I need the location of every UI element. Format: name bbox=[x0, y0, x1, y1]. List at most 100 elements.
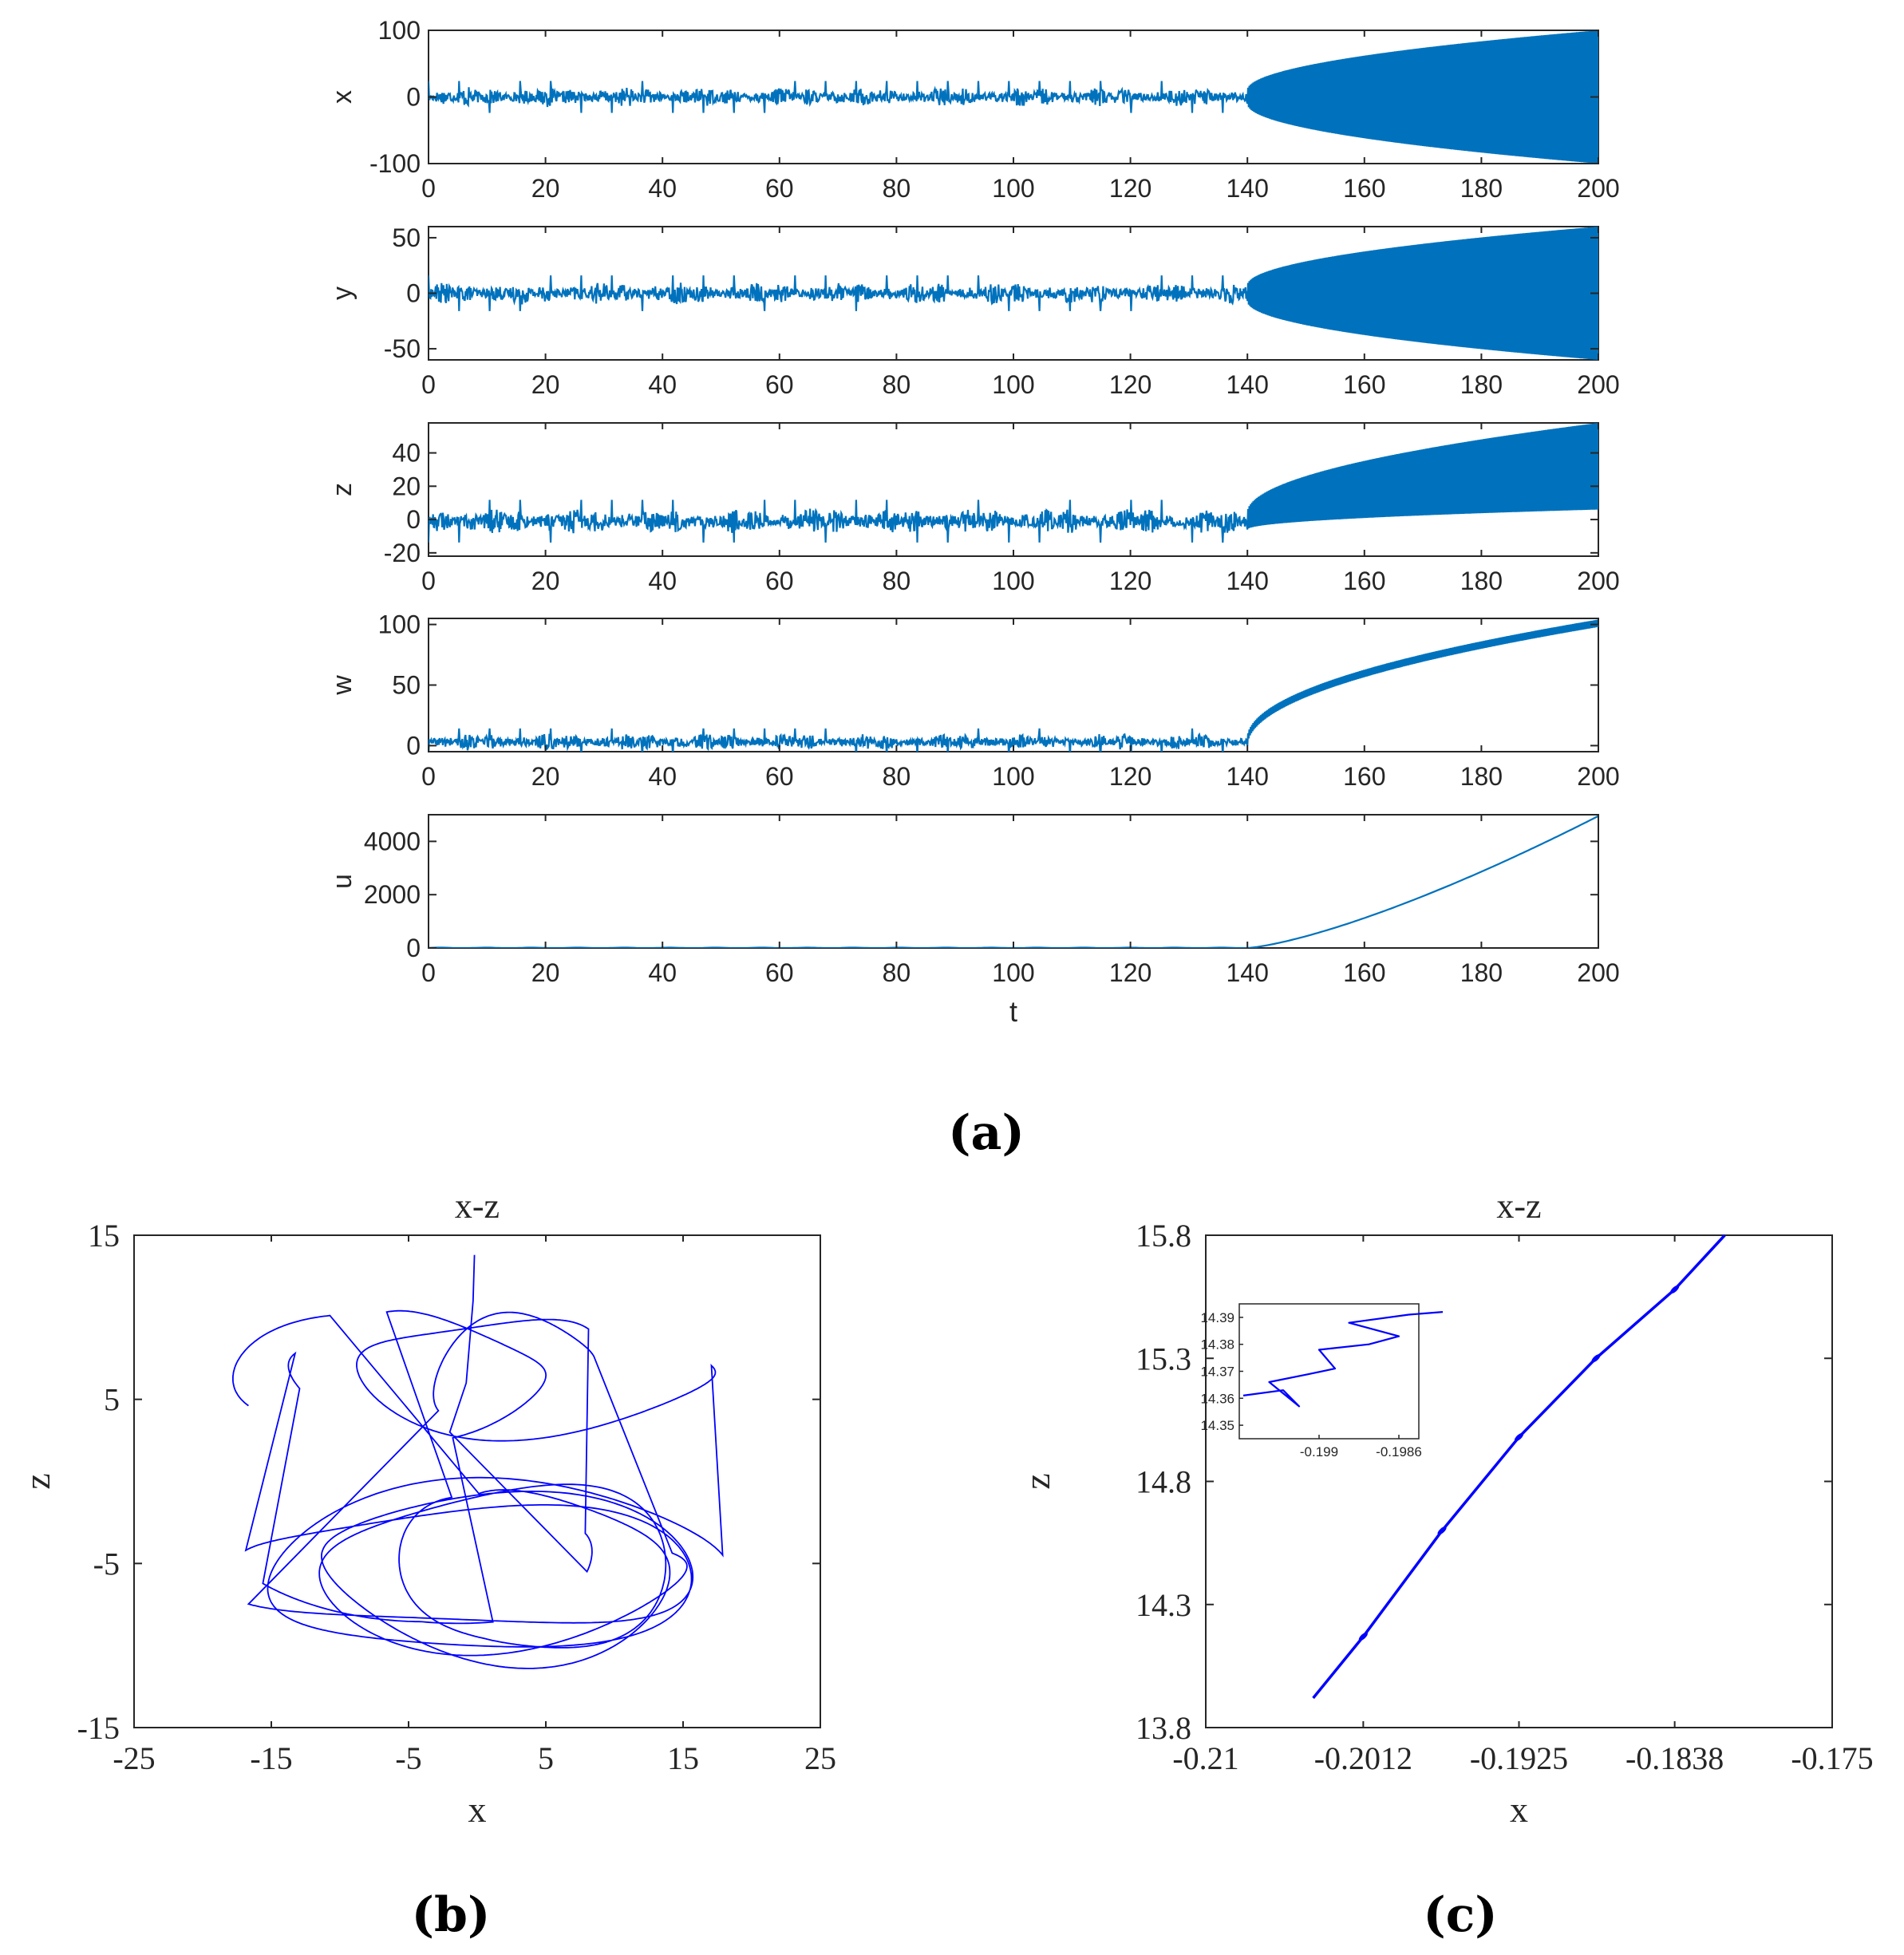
x-tick-label: -0.2012 bbox=[1314, 1740, 1412, 1776]
panel-c-label: (c) bbox=[1423, 1887, 1497, 1943]
x-tick-label: 180 bbox=[1460, 567, 1503, 595]
y-tick-label: 0 bbox=[406, 505, 421, 534]
jitter-marker bbox=[1514, 1432, 1524, 1442]
y-axis-label: x bbox=[327, 90, 357, 104]
inset-x-tick-label: -0.199 bbox=[1300, 1444, 1338, 1459]
y-tick-label: 14.3 bbox=[1136, 1587, 1191, 1623]
inset-y-tick-label: 14.35 bbox=[1200, 1418, 1234, 1433]
x-tick-label: 180 bbox=[1460, 762, 1503, 791]
y-tick-label: 2000 bbox=[364, 880, 421, 909]
x-tick-label: 160 bbox=[1343, 958, 1385, 987]
y-tick-label: -50 bbox=[384, 334, 421, 363]
x-tick-label: 60 bbox=[765, 958, 794, 987]
jitter-marker bbox=[1358, 1632, 1368, 1641]
series-line-u bbox=[429, 815, 1598, 948]
x-tick-label: 140 bbox=[1227, 762, 1269, 791]
x-tick-label: 140 bbox=[1227, 174, 1269, 203]
y-tick-label: 100 bbox=[378, 610, 421, 639]
inset-y-tick-label: 14.36 bbox=[1200, 1391, 1234, 1406]
x-tick-label: 100 bbox=[992, 567, 1034, 595]
y-tick-label: -100 bbox=[369, 149, 421, 178]
x-tick-label: 200 bbox=[1577, 762, 1619, 791]
x-tick-label: 80 bbox=[883, 567, 911, 595]
x-tick-label: 80 bbox=[883, 174, 911, 203]
y-axis-label: z bbox=[327, 483, 357, 496]
x-tick-label: 5 bbox=[538, 1740, 554, 1776]
x-tick-label: 60 bbox=[765, 370, 794, 399]
x-tick-label: 120 bbox=[1109, 174, 1151, 203]
x-tick-label: 120 bbox=[1109, 567, 1151, 595]
x-tick-label: 25 bbox=[804, 1740, 836, 1776]
x-tick-label: 80 bbox=[883, 762, 911, 791]
x-tick-label: 40 bbox=[648, 567, 677, 595]
series-line-x bbox=[429, 30, 1598, 164]
x-tick-label: 140 bbox=[1227, 370, 1269, 399]
inset-x-tick-label: -0.1986 bbox=[1376, 1444, 1422, 1459]
y-axis-label: z bbox=[1017, 1473, 1057, 1489]
y-tick-label: 50 bbox=[392, 671, 421, 700]
x-axis-label: x bbox=[1510, 1789, 1528, 1830]
y-tick-label: 13.8 bbox=[1136, 1710, 1191, 1746]
plot-frame bbox=[428, 814, 1599, 949]
y-tick-label: 50 bbox=[392, 223, 421, 252]
y-axis-label: u bbox=[327, 874, 357, 889]
x-tick-label: 0 bbox=[421, 958, 436, 987]
x-tick-label: 20 bbox=[531, 958, 560, 987]
x-tick-label: 140 bbox=[1227, 958, 1269, 987]
x-tick-label: 200 bbox=[1577, 370, 1619, 399]
y-tick-label: 15.8 bbox=[1136, 1218, 1191, 1254]
x-tick-label: 40 bbox=[648, 762, 677, 791]
x-tick-label: 200 bbox=[1577, 567, 1619, 595]
x-tick-label: 0 bbox=[421, 762, 436, 791]
x-axis-label: x bbox=[468, 1789, 487, 1830]
y-tick-label: 40 bbox=[392, 439, 421, 468]
x-tick-label: 60 bbox=[765, 174, 794, 203]
x-tick-label: 80 bbox=[883, 370, 911, 399]
x-tick-label: 60 bbox=[765, 762, 794, 791]
y-tick-label: 15.3 bbox=[1136, 1341, 1191, 1376]
x-tick-label: 100 bbox=[992, 762, 1034, 791]
x-tick-label: 180 bbox=[1460, 958, 1503, 987]
panel-a-label: (a) bbox=[948, 1105, 1025, 1161]
y-tick-label: 4000 bbox=[364, 827, 421, 855]
x-tick-label: 20 bbox=[531, 370, 560, 399]
x-tick-label: 80 bbox=[883, 958, 911, 987]
x-tick-label: 120 bbox=[1109, 370, 1151, 399]
panel-c-zoom: -0.21 -0.2012 -0.1925 -0.1838 -0.175 15.8 15.3… bbox=[1017, 1187, 1874, 1830]
jitter-marker bbox=[1591, 1354, 1601, 1363]
x-axis-label: t bbox=[1009, 995, 1017, 1028]
y-axis-label: w bbox=[327, 675, 357, 696]
x-tick-label: 40 bbox=[648, 370, 677, 399]
x-tick-label: 200 bbox=[1577, 958, 1619, 987]
inset-line bbox=[1242, 1311, 1444, 1408]
y-tick-label: 15 bbox=[88, 1218, 120, 1254]
x-tick-label: 140 bbox=[1227, 567, 1269, 595]
x-tick-label: 20 bbox=[531, 567, 560, 595]
x-tick-label: -0.1838 bbox=[1626, 1740, 1724, 1776]
x-tick-label: 120 bbox=[1109, 762, 1151, 791]
x-tick-label: 40 bbox=[648, 174, 677, 203]
plot-frame bbox=[428, 618, 1599, 752]
x-tick-label: -0.21 bbox=[1172, 1740, 1238, 1776]
x-tick-label: -0.175 bbox=[1791, 1740, 1873, 1776]
x-tick-label: 200 bbox=[1577, 174, 1619, 203]
x-tick-label: 160 bbox=[1343, 370, 1385, 399]
y-tick-label: 0 bbox=[406, 279, 421, 308]
trajectory-line bbox=[232, 1254, 724, 1669]
series-line-z bbox=[429, 423, 1598, 543]
y-tick-label: 0 bbox=[406, 83, 421, 112]
y-tick-label: 0 bbox=[406, 731, 421, 760]
x-tick-label: 100 bbox=[992, 958, 1034, 987]
y-tick-label: 100 bbox=[378, 16, 421, 45]
x-tick-label: -15 bbox=[250, 1740, 292, 1776]
y-tick-label: 0 bbox=[406, 934, 421, 962]
inset-y-tick-label: 14.39 bbox=[1200, 1310, 1234, 1325]
x-tick-label: 20 bbox=[531, 762, 560, 791]
jitter-marker bbox=[1670, 1285, 1680, 1294]
x-tick-label: 0 bbox=[421, 370, 436, 399]
series-line-y bbox=[429, 227, 1598, 360]
x-tick-label: 180 bbox=[1460, 370, 1503, 399]
